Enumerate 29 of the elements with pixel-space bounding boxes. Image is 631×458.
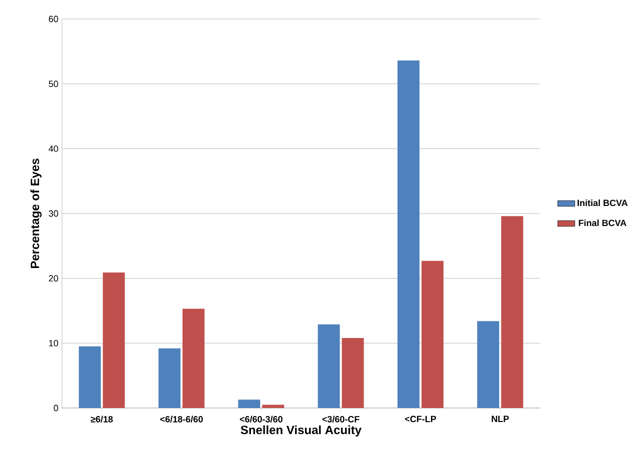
bar [318,324,340,408]
x-tick-label: <6/60-3/60 [240,416,282,422]
x-axis-title: Snellen Visual Acuity [240,425,362,437]
bar [78,346,101,408]
bar [422,260,444,408]
y-axis-title: Percentage of Eyes [30,158,42,268]
legend-label: Final BCVA [578,219,626,226]
x-tick-label: <3/60-CF [322,416,360,422]
x-tick-label: NLP [492,416,509,422]
bar [477,321,500,408]
bar [102,272,125,408]
x-tick-label: <6/18-6/60 [160,416,203,422]
bar [182,308,205,408]
bar [342,338,364,408]
legend-label: Initial BCVA [578,199,628,206]
bar [398,60,420,408]
y-tick-label: 20 [48,275,58,282]
bar [501,216,524,408]
y-tick-label: 40 [48,145,58,152]
y-tick-label: 60 [48,16,58,22]
y-tick-label: 30 [48,210,58,217]
bar [238,400,260,408]
bar [262,404,284,408]
y-tick-label: 50 [48,80,58,88]
y-tick-label: 10 [49,340,58,346]
bar [158,348,181,408]
x-tick-label: <CF-LP [405,416,436,422]
y-tick-label: 0 [54,404,58,412]
x-tick-label: ≥6/18 [90,416,113,422]
